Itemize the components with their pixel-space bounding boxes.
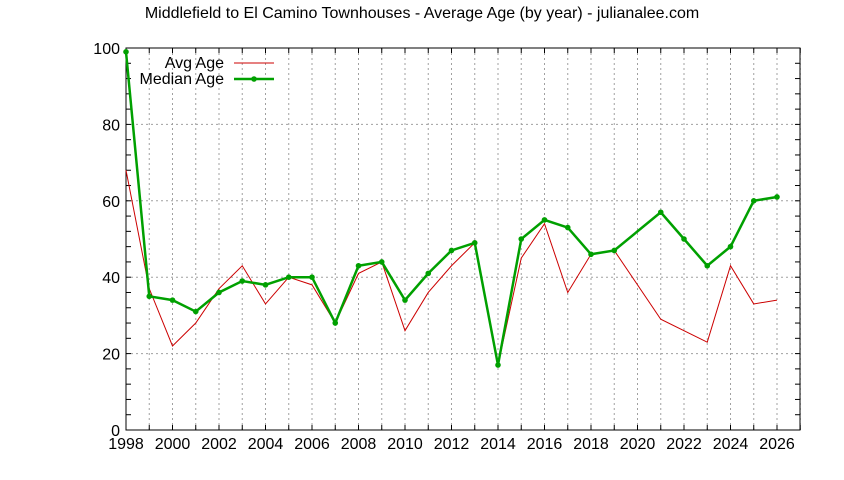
legend-label: Median Age: [139, 71, 224, 88]
y-tick-label: 100: [93, 41, 120, 58]
data-point-marker: [471, 240, 478, 246]
data-point-marker: [727, 243, 734, 250]
y-tick-label: 20: [102, 347, 120, 364]
data-point-marker: [425, 270, 432, 277]
series-lines: [123, 49, 780, 368]
y-tick-label: 80: [102, 117, 120, 134]
data-point-marker: [239, 278, 246, 284]
y-tick-label: 60: [102, 194, 120, 211]
x-tick-label: 2000: [155, 436, 191, 453]
data-point-marker: [332, 320, 339, 326]
grid-lines: [126, 48, 801, 430]
y-tick-label: 40: [102, 270, 120, 287]
data-point-marker: [611, 247, 618, 254]
x-tick-label: 2012: [434, 436, 470, 453]
plot-frame: [125, 47, 801, 431]
x-tick-label: 1998: [108, 436, 144, 453]
data-point-marker: [169, 297, 176, 303]
x-tick-label: 2016: [527, 436, 563, 453]
data-point-marker: [378, 259, 385, 265]
chart-title: Middlefield to El Camino Townhouses - Av…: [144, 5, 700, 22]
data-point-marker: [588, 251, 594, 258]
series-line-avg-age: [125, 170, 778, 366]
y-tick-label: 0: [111, 423, 120, 440]
data-point-marker: [262, 282, 269, 288]
x-tick-label: 2004: [248, 436, 284, 453]
x-tick-label: 2020: [620, 436, 656, 453]
x-tick-label: 2022: [666, 436, 702, 453]
legend-marker: [251, 76, 257, 82]
x-tick-label: 2026: [759, 436, 795, 453]
y-axis: 0 20 40 60 80 100: [93, 41, 120, 440]
x-axis: 1998 2000 2002 2004 2006 2008 2010 2012 2014 2016…: [108, 436, 795, 453]
data-point-marker: [146, 293, 153, 300]
x-tick-label: 2018: [573, 436, 609, 453]
data-point-marker: [681, 236, 687, 242]
data-point-marker: [564, 224, 571, 231]
data-point-marker: [518, 236, 525, 242]
data-point-marker: [657, 209, 664, 216]
data-point-marker: [192, 308, 199, 315]
data-point-marker: [216, 289, 222, 296]
data-point-marker: [750, 198, 757, 204]
x-tick-label: 2008: [341, 436, 377, 453]
x-tick-label: 2014: [480, 436, 516, 453]
data-point-marker: [495, 362, 501, 368]
x-tick-label: 2006: [294, 436, 330, 453]
data-point-marker: [541, 217, 548, 223]
series-line-median-age: [124, 51, 778, 366]
data-point-marker: [774, 194, 780, 200]
data-point-marker: [309, 274, 315, 281]
data-point-marker: [448, 247, 455, 254]
x-tick-label: 2024: [713, 436, 749, 453]
legend-label: Avg Age: [165, 55, 224, 72]
data-point-marker: [704, 262, 711, 269]
data-point-marker: [402, 297, 408, 303]
data-point-marker: [285, 274, 292, 281]
data-point-marker: [123, 49, 129, 55]
minor-ticks: [126, 47, 801, 431]
data-point-marker: [355, 262, 362, 269]
x-tick-label: 2002: [201, 436, 237, 453]
x-tick-label: 2010: [387, 436, 423, 453]
